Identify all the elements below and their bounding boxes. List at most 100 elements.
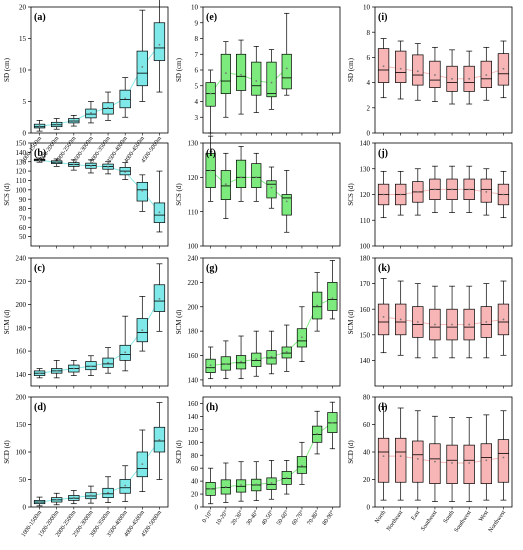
box [251, 330, 262, 377]
box [51, 360, 63, 379]
y-tick-label: 9 [195, 19, 199, 27]
y-tick-label: 220 [188, 279, 199, 287]
box [497, 280, 510, 356]
box [251, 152, 262, 202]
y-tick-label: 150 [16, 140, 27, 148]
mean-marker [416, 70, 419, 73]
y-tick-label: 140 [360, 357, 371, 365]
box-iqr [153, 22, 166, 61]
mean-marker [468, 462, 471, 464]
y-tick-label: 90 [19, 196, 27, 204]
box [205, 69, 216, 134]
box [266, 330, 277, 375]
x-tick-label: South [443, 510, 456, 525]
box-iqr [480, 178, 492, 203]
y-axis-label: SCM (d) [175, 309, 183, 334]
y-tick-label: 8 [195, 35, 199, 43]
mean-marker [124, 351, 127, 354]
box [235, 146, 247, 202]
box [136, 296, 148, 352]
mean-marker [451, 323, 453, 326]
box [205, 346, 216, 380]
y-tick-label: 160 [188, 352, 199, 360]
panel-label: (i) [378, 12, 387, 23]
plot-frame [202, 396, 341, 508]
box [463, 417, 475, 502]
mean-marker [38, 501, 41, 503]
y-tick-label: 80 [363, 394, 371, 402]
box [251, 46, 262, 113]
mean-marker [158, 43, 161, 46]
mean-marker [158, 297, 161, 300]
y-tick-label: 70 [19, 215, 27, 223]
y-tick-label: 100 [360, 243, 371, 251]
box-iqr [327, 282, 338, 311]
mean-marker [270, 355, 273, 358]
mean-marker [451, 188, 453, 191]
x-tick-label: 10-20° [214, 509, 229, 527]
box-iqr [377, 303, 390, 336]
box [463, 50, 475, 105]
box [119, 77, 131, 118]
mean-marker [141, 329, 144, 332]
box [220, 462, 231, 503]
panel: 0 20 40 60 80 100 120 140 160 SCD (d) 0-10° 10-20° 2… [175, 396, 341, 527]
box [68, 490, 80, 505]
panel-label: (e) [206, 12, 217, 23]
box-iqr [251, 61, 262, 96]
plot-frame [202, 6, 341, 134]
mean-marker [451, 77, 453, 80]
y-tick-label: 0 [367, 130, 371, 138]
mean-marker [399, 67, 402, 70]
box [296, 306, 308, 362]
panel-label: (f) [206, 148, 216, 159]
mean-marker [485, 321, 488, 323]
mean-marker [502, 67, 505, 70]
panel-label: (c) [34, 263, 45, 274]
box-iqr [377, 437, 390, 483]
mean-marker [285, 476, 288, 479]
y-tick-label: 8 [367, 29, 371, 37]
box-iqr [412, 54, 424, 86]
box [68, 115, 80, 127]
mean-marker [382, 315, 385, 318]
mean-marker [38, 159, 41, 162]
panel: 100 110 120 130 140 SCS (d) (j) [347, 140, 513, 251]
box [235, 39, 247, 115]
mean-marker [399, 193, 402, 196]
y-tick-label: 120 [16, 168, 27, 176]
box-iqr [412, 440, 424, 483]
box [377, 38, 390, 99]
box [429, 46, 441, 102]
mean-marker [468, 188, 471, 191]
plot-frame [374, 6, 513, 134]
box [85, 355, 97, 376]
box [395, 170, 407, 216]
box [136, 9, 148, 102]
mean-marker [485, 459, 488, 462]
box [220, 152, 231, 219]
y-tick-label: 130 [16, 158, 27, 166]
y-tick-label: 15 [19, 35, 27, 43]
y-axis-label: SCD (d) [175, 440, 183, 464]
y-tick-label: 160 [16, 348, 27, 356]
panel: 3 4 5 6 7 8 9 10 SD (cm) (e) [175, 4, 341, 136]
mean-marker [255, 358, 258, 361]
mean-marker [285, 67, 288, 70]
box [412, 168, 424, 216]
mean-marker [434, 323, 436, 326]
box [85, 101, 97, 124]
box-iqr [480, 443, 492, 484]
box [412, 283, 424, 359]
mean-marker [255, 176, 258, 179]
box [463, 285, 475, 359]
box [480, 414, 492, 501]
box [153, 263, 166, 332]
mean-marker [55, 123, 58, 126]
y-tick-label: 120 [188, 426, 199, 434]
y-tick-label: 50 [19, 476, 27, 484]
y-tick-label: 100 [188, 243, 199, 251]
box [33, 120, 46, 132]
